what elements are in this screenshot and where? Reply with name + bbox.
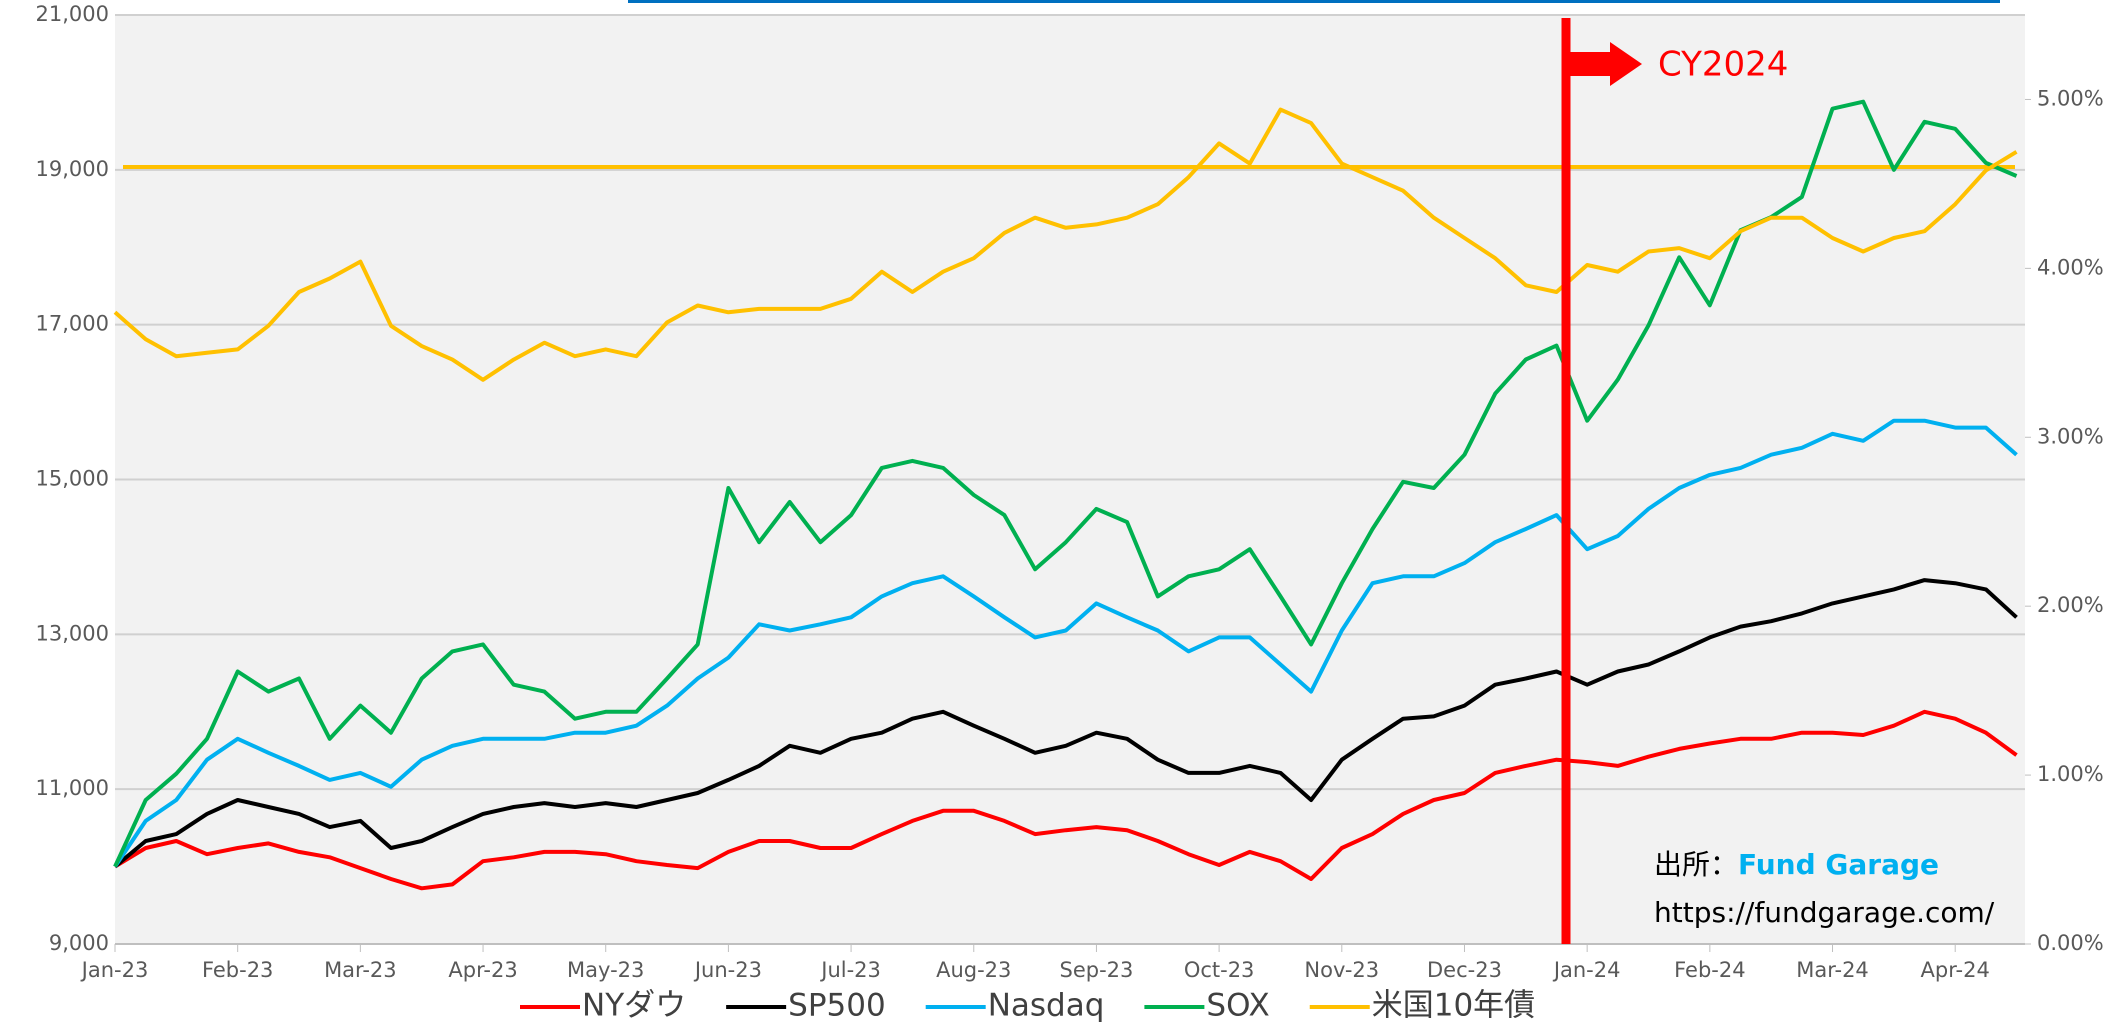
source-prefix: 出所： bbox=[1654, 848, 1738, 881]
x-tick-label: Nov-23 bbox=[1304, 958, 1379, 982]
y2-tick-label: 5.00% bbox=[2037, 86, 2104, 110]
series-line bbox=[113, 99, 2018, 868]
x-tick-label: Sep-23 bbox=[1059, 958, 1133, 982]
legend-label: Nasdaq bbox=[988, 988, 1105, 1024]
y2-tick-label: 4.00% bbox=[2037, 255, 2104, 279]
grid: 9,000 11,000 13,000 15,000 17,000 19,000 21,00… bbox=[36, 2, 2104, 982]
x-tick-label: Mar-23 bbox=[324, 958, 397, 982]
x-tick-label: Dec-23 bbox=[1427, 958, 1502, 982]
annotation-group: CY2024 bbox=[1561, 18, 1788, 944]
series-line bbox=[113, 709, 2018, 891]
x-tick-label: Jun-23 bbox=[693, 958, 762, 982]
y2-tick-label: 1.00% bbox=[2037, 762, 2104, 786]
arrow bbox=[1568, 42, 1642, 86]
y-tick-label: 17,000 bbox=[36, 312, 109, 336]
x-tick-label: Aug-23 bbox=[936, 958, 1011, 982]
series-line bbox=[113, 418, 2018, 868]
y2-tick-label: 0.00% bbox=[2037, 931, 2104, 955]
legend-label: NYダウ bbox=[582, 988, 686, 1024]
y-tick-label: 9,000 bbox=[49, 931, 109, 955]
y-tick-label: 13,000 bbox=[36, 621, 109, 645]
legend: NYダウ SP500 Nasdaq SOX 米国10年債 bbox=[520, 988, 1535, 1024]
x-tick-label: Apr-23 bbox=[448, 958, 517, 982]
legend-label: SP500 bbox=[788, 988, 886, 1024]
x-tick-label: Jan-24 bbox=[1552, 958, 1621, 982]
y-tick-label: 19,000 bbox=[36, 157, 109, 181]
x-tick-label: Jan-23 bbox=[80, 958, 149, 982]
x-tick-label: Mar-24 bbox=[1796, 958, 1869, 982]
source-url: https://fundgarage.com/ bbox=[1654, 896, 1995, 929]
x-tick-label: Feb-24 bbox=[1674, 958, 1745, 982]
source-label: 出所：Fund Garage bbox=[1654, 848, 1939, 881]
x-tick-label: Apr-24 bbox=[1921, 958, 1990, 982]
y-tick-label: 11,000 bbox=[36, 776, 109, 800]
x-tick-label: Oct-23 bbox=[1184, 958, 1255, 982]
annotation: CY2024 bbox=[1658, 45, 1788, 85]
x-tick-label: Feb-23 bbox=[202, 958, 273, 982]
series-line bbox=[113, 107, 2018, 382]
y2-tick-label: 2.00% bbox=[2037, 593, 2104, 617]
legend-label: 米国10年債 bbox=[1372, 988, 1535, 1024]
series-line bbox=[113, 578, 2018, 869]
source-name: Fund Garage bbox=[1738, 848, 1939, 881]
y-tick-label: 15,000 bbox=[36, 467, 109, 491]
x-tick-label: May-23 bbox=[567, 958, 644, 982]
lines bbox=[113, 99, 2018, 891]
x-tick-label: Jul-23 bbox=[819, 958, 881, 982]
legend-label: SOX bbox=[1206, 988, 1269, 1024]
y-tick-label: 21,000 bbox=[36, 2, 109, 26]
top-bar bbox=[628, 0, 2000, 3]
y2-tick-label: 3.00% bbox=[2037, 424, 2104, 448]
